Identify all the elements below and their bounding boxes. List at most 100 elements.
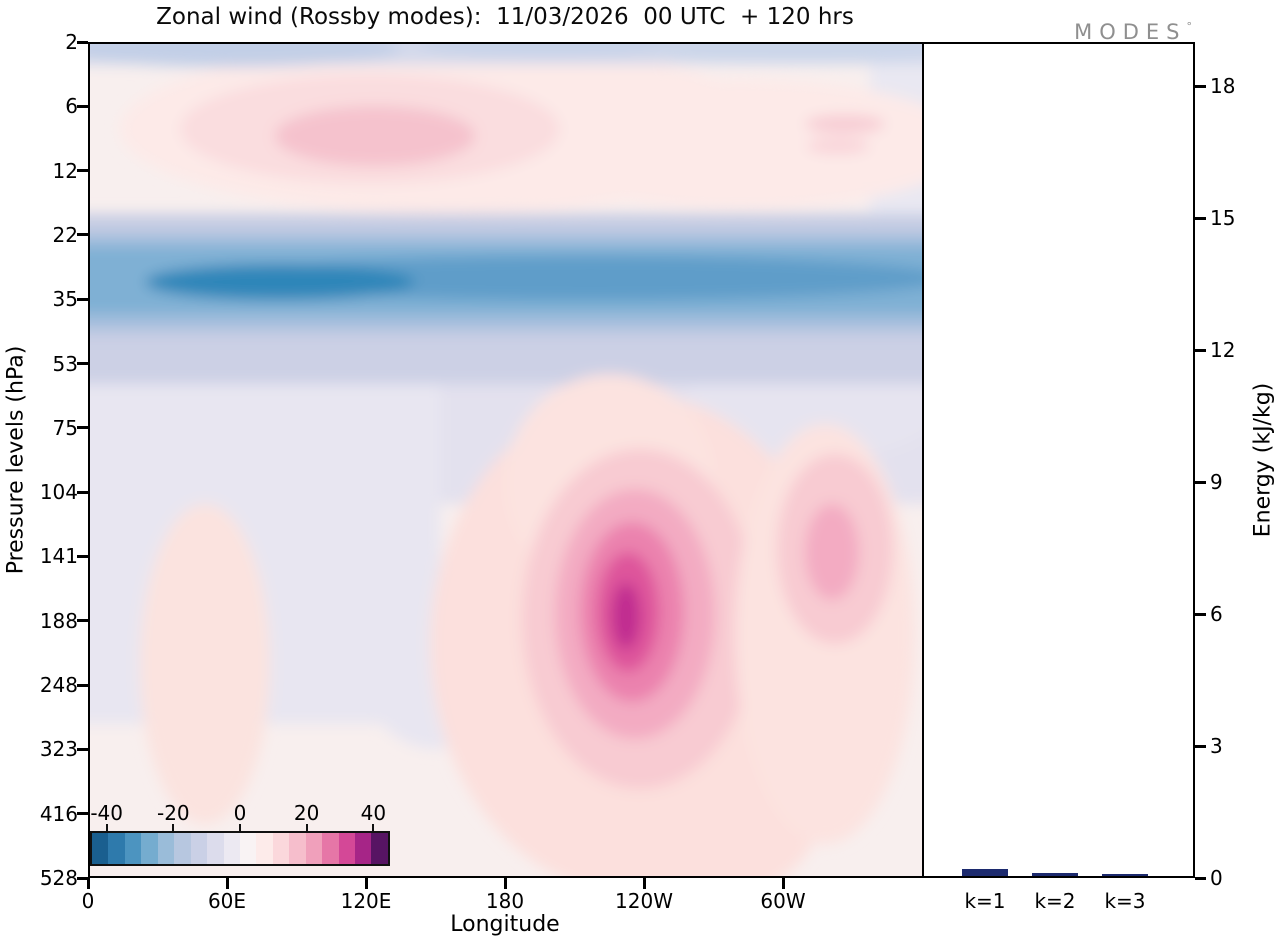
panel-divider (922, 44, 924, 876)
colorbar-swatch (322, 833, 339, 864)
energy-tick-label: 0 (1210, 866, 1223, 890)
longitude-tick-label: 60E (207, 889, 247, 913)
modes-logo: MODES° (1074, 20, 1192, 44)
pressure-tick-mark (77, 233, 88, 237)
pressure-tick-label: 188 (39, 608, 78, 633)
energy-bar-label: k=2 (1034, 889, 1076, 913)
secondary-pink-anomaly (735, 424, 915, 844)
energy-tick-mark (1195, 348, 1206, 352)
pressure-tick-mark (77, 876, 88, 880)
colorbar-tick-label: 40 (360, 801, 387, 825)
pressure-tick-label: 323 (39, 737, 78, 762)
energy-tick-label: 18 (1210, 74, 1236, 98)
pressure-tick-label: 104 (39, 480, 78, 505)
colorbar-swatch (141, 833, 158, 864)
colorbar-tick-mark (172, 824, 175, 831)
energy-axis-title: Energy (kJ/kg) (1250, 382, 1276, 538)
energy-tick-label: 12 (1210, 338, 1236, 362)
pressure-axis-title: Pressure levels (hPa) (3, 345, 29, 575)
energy-tick-label: 15 (1210, 206, 1236, 230)
colorbar-tick-mark (239, 824, 241, 831)
upper-stratosphere-pink-anomaly (120, 44, 922, 214)
colorbar (90, 831, 390, 866)
colorbar-swatches (92, 833, 388, 864)
colorbar-swatch (157, 833, 175, 864)
colorbar-swatch (207, 833, 224, 864)
colorbar-swatch (256, 833, 273, 864)
energy-bar-k=1 (962, 868, 1008, 876)
colorbar-tick-label: -40 (90, 801, 123, 825)
colorbar-swatch (108, 833, 125, 864)
energy-bar-label: k=3 (1104, 889, 1146, 913)
longitude-tick-mark (781, 878, 785, 889)
energy-tick-label: 3 (1210, 734, 1223, 758)
longitude-tick-mark (503, 878, 507, 889)
energy-bar-panel (924, 44, 1193, 876)
colorbar-swatch (124, 833, 142, 864)
pressure-tick-label: 75 (52, 415, 78, 440)
energy-bar-label: k=1 (964, 889, 1006, 913)
colorbar-tick-mark (305, 824, 308, 831)
colorbar-swatch (223, 833, 240, 864)
longitude-tick-label: 0 (81, 889, 95, 913)
pressure-tick-mark (77, 426, 88, 430)
pressure-tick-label: 12 (52, 158, 78, 183)
pressure-tick-mark (77, 812, 88, 816)
pressure-tick-mark (77, 554, 88, 558)
longitude-tick-label: 120E (340, 889, 392, 913)
pressure-tick-mark (77, 490, 88, 494)
left-lower-pink-patch (140, 504, 270, 824)
colorbar-swatch (92, 833, 109, 864)
longitude-tick-mark (225, 878, 229, 889)
pressure-tick-label: 416 (39, 801, 78, 826)
energy-bar-k=3 (1102, 874, 1148, 876)
colorbar-tick-label: 0 (233, 801, 247, 825)
energy-tick-label: 9 (1210, 470, 1223, 494)
pressure-tick-mark (77, 297, 88, 301)
colorbar-swatch (371, 833, 388, 864)
pressure-tick-label: 35 (52, 287, 78, 312)
pressure-tick-mark (77, 169, 88, 173)
pressure-tick-label: 2 (65, 30, 78, 54)
colorbar-swatch (174, 833, 191, 864)
energy-tick-label: 6 (1210, 602, 1223, 626)
top-edge-blue-band (90, 44, 922, 67)
pressure-tick-mark (77, 104, 88, 108)
energy-tick-mark (1195, 876, 1206, 880)
modes-logo-text: MODES (1074, 20, 1187, 44)
longitude-tick-label: 60W (760, 889, 806, 913)
energy-tick-mark (1195, 216, 1206, 220)
longitude-tick-mark (86, 878, 90, 889)
figure-title: Zonal wind (Rossby modes): 11/03/2026 00… (156, 4, 854, 30)
colorbar-tick-mark (105, 824, 108, 831)
pressure-tick-mark (77, 362, 88, 366)
colorbar-swatch (355, 833, 372, 864)
energy-bar-k=2 (1032, 872, 1078, 876)
pressure-tick-label: 141 (39, 544, 78, 569)
colorbar-tick-mark (372, 824, 375, 831)
colorbar-swatch (239, 833, 257, 864)
energy-tick-mark (1195, 84, 1206, 88)
colorbar-swatch (272, 833, 290, 864)
energy-tick-mark (1195, 744, 1206, 748)
colorbar-tick-label: 20 (293, 801, 320, 825)
pressure-tick-label: 248 (39, 673, 78, 698)
plot-frame (88, 42, 1195, 878)
longitude-tick-label: 120W (615, 889, 673, 913)
pressure-tick-label: 6 (65, 94, 78, 119)
pressure-tick-label: 53 (52, 351, 78, 376)
energy-tick-mark (1195, 612, 1206, 616)
colorbar-swatch (190, 833, 208, 864)
longitude-tick-mark (364, 878, 368, 889)
colorbar-tick-label: -20 (156, 801, 190, 825)
pressure-tick-mark (77, 747, 88, 751)
longitude-tick-label: 180 (485, 889, 525, 913)
colorbar-swatch (289, 833, 306, 864)
energy-tick-mark (1195, 480, 1206, 484)
pressure-tick-mark (77, 683, 88, 687)
pressure-tick-label: 528 (39, 866, 78, 890)
pressure-tick-mark (77, 619, 88, 623)
colorbar-swatch (305, 833, 323, 864)
easterly-blue-band (90, 214, 922, 384)
